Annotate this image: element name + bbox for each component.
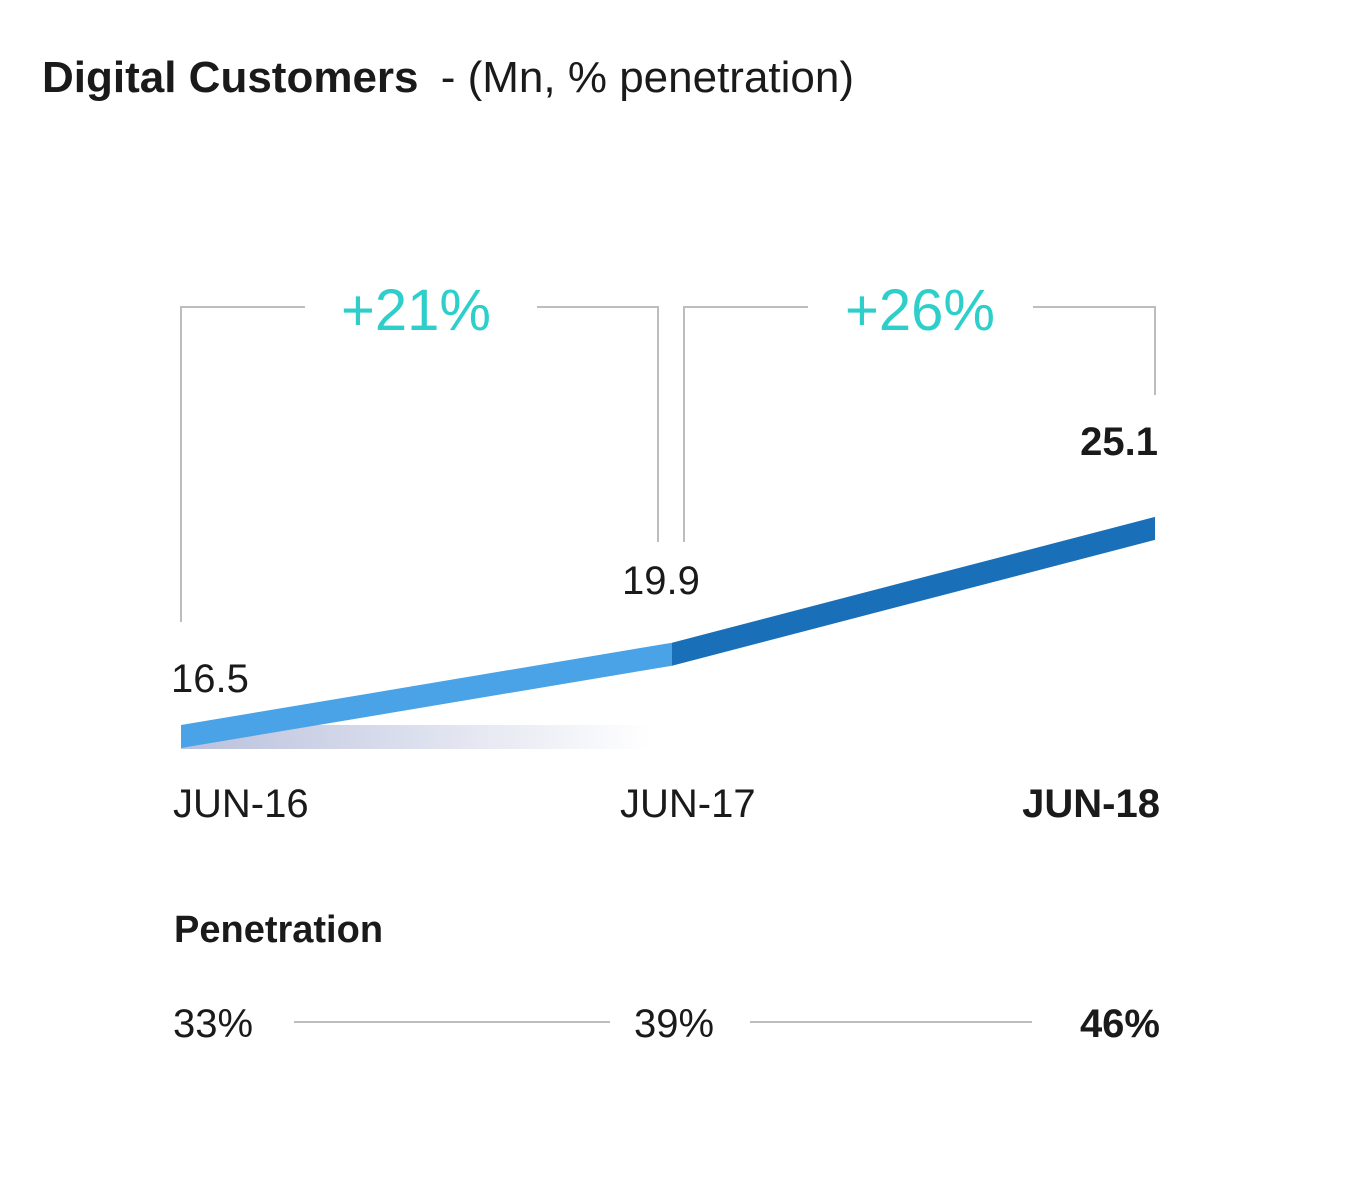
penetration-value-jun17: 39% — [634, 1002, 714, 1046]
chart-title-line: Digital Customers - (Mn, % penetration) — [42, 53, 854, 102]
chart-subtitle: - (Mn, % penetration) — [441, 53, 854, 102]
line-segment-jun16-jun17 — [181, 642, 672, 748]
growth-label-1: +21% — [341, 278, 491, 343]
x-tick-label-jun17: JUN-17 — [620, 782, 756, 826]
penetration-heading: Penetration — [174, 909, 383, 951]
line-segment-jun17-jun18 — [672, 516, 1155, 666]
x-tick-label-jun16: JUN-16 — [173, 782, 309, 826]
penetration-value-jun16: 33% — [173, 1002, 253, 1046]
growth-label-2: +26% — [845, 278, 995, 343]
penetration-value-jun18: 46% — [1080, 1002, 1160, 1046]
growth-bracket-1 — [180, 306, 659, 622]
value-label-jun16: 16.5 — [171, 657, 249, 701]
x-tick-label-jun18: JUN-18 — [1022, 782, 1160, 826]
chart-title: Digital Customers — [42, 53, 419, 102]
value-label-jun18: 25.1 — [1080, 420, 1158, 464]
value-label-jun17: 19.9 — [622, 559, 700, 603]
growth-bracket-2 — [683, 306, 1156, 542]
